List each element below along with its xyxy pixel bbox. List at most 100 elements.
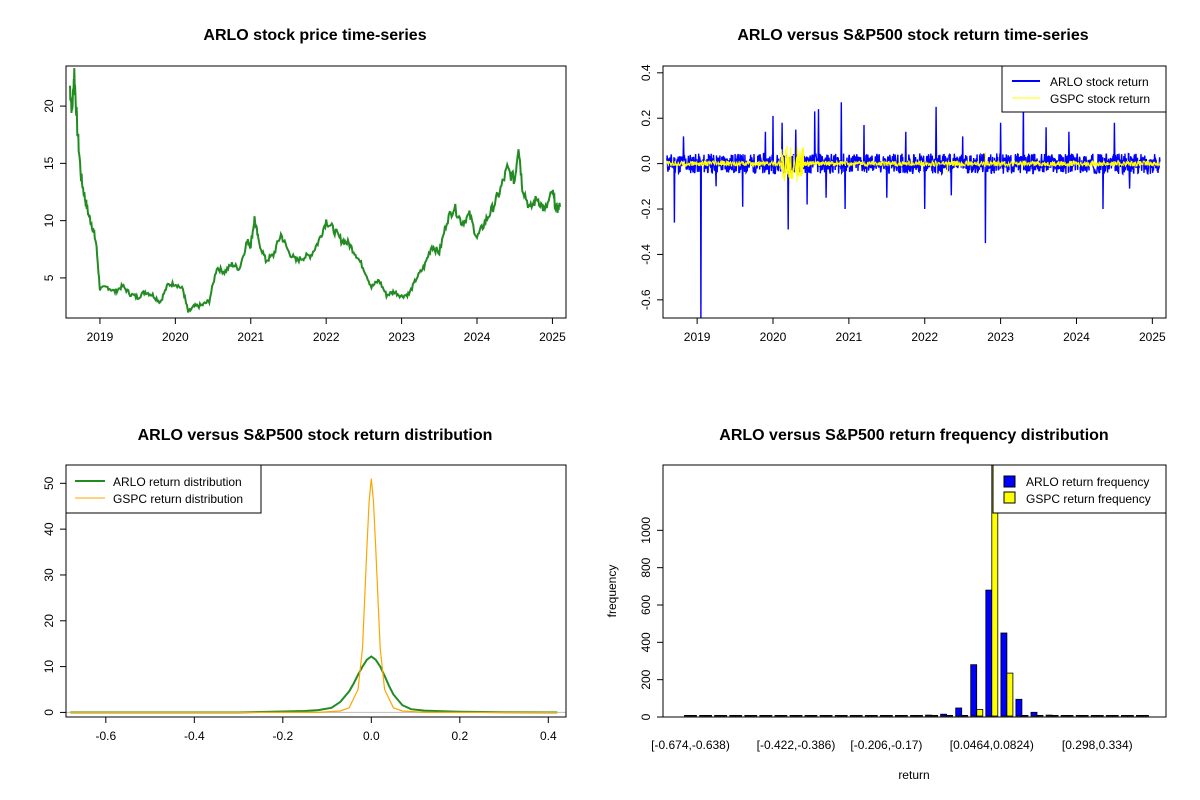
x-tick-label: 0.2 [451,729,468,743]
x-tick-label: 2024 [464,330,491,344]
panel-distribution: ARLO versus S&P500 stock return distribu… [42,427,567,743]
y-tick-label: 0.0 [639,155,653,172]
bar-arlo [925,714,932,717]
x-tick-label: 2020 [760,330,787,344]
chart-title: ARLO versus S&P500 stock return distribu… [138,427,493,444]
plot-area [68,68,561,313]
series-line-gspc-density [70,478,558,714]
x-tick-label: [-0.206,-0.17) [850,738,922,752]
legend-box [992,464,1167,514]
bar-arlo [744,715,752,717]
bar-gspc [1021,715,1029,717]
bar-arlo [1060,715,1068,717]
y-tick-label: -0.6 [639,289,653,310]
bar-arlo [985,589,993,717]
x-tick-label: 2022 [313,330,340,344]
y-axis-label: frequency [605,565,619,618]
x-axis-label: return [898,768,929,782]
x-tick-label: 2023 [987,330,1014,344]
bar-arlo [1136,715,1143,717]
legend: ARLO return distribution GSPC return dis… [65,464,262,514]
series-line-gspc-return [666,145,1161,182]
x-tick-label: 2019 [684,330,711,344]
bar-gspc [840,715,848,717]
y-tick-label: 20 [42,614,56,628]
axes: 2019 2020 2021 2022 2023 2024 2025 5 10 15 20 [42,99,566,344]
bar-arlo [1075,715,1083,717]
legend-label: ARLO return distribution [113,475,242,489]
x-tick-label: 2025 [1139,330,1166,344]
axes: [-0.674,-0.638) [-0.422,-0.386) [-0.206,-0… [639,517,1133,752]
x-tick-label: [0.298,0.334) [1062,738,1133,752]
plot-area [66,478,566,714]
x-tick-label: 2024 [1063,330,1090,344]
bar-gspc [1081,715,1089,717]
x-tick-label: [0.0464,0.0824) [950,738,1034,752]
y-tick-label: 15 [42,156,56,170]
bar-gspc [795,715,803,717]
y-tick-label: 200 [639,669,653,689]
bar-gspc [1066,715,1074,717]
x-tick-label: 0.0 [363,729,380,743]
bar-arlo [1121,715,1128,717]
legend-label: ARLO stock return [1050,75,1149,89]
bar-gspc [705,715,712,717]
bar-gspc [1142,715,1149,717]
y-tick-label: 1000 [639,517,653,544]
bar-arlo [879,715,887,717]
x-tick-label: [-0.422,-0.386) [757,738,836,752]
y-tick-label: 0 [42,709,56,716]
legend-swatch-arlo [1003,475,1016,488]
chart-title: ARLO stock price time-series [203,27,426,44]
bar-arlo [714,715,721,717]
x-tick-label: -0.4 [184,729,205,743]
y-tick-label: 10 [42,660,56,674]
bar-gspc [810,715,818,717]
x-tick-label: 2019 [87,330,114,344]
bar-gspc [886,715,893,717]
y-tick-label: 0.2 [639,110,653,127]
bar-arlo [1015,698,1023,717]
bar-arlo [729,715,737,717]
bar-gspc [916,715,923,717]
bar-gspc [750,715,758,717]
plot-area [666,97,1161,319]
bar-arlo [819,715,827,717]
chart-title: ARLO versus S&P500 stock return time-ser… [737,27,1088,44]
bar-arlo [1045,714,1053,717]
legend-label: GSPC return frequency [1026,492,1151,506]
series-line-arlo-price [68,68,561,313]
bar-arlo [699,715,706,717]
x-tick-label: 2021 [836,330,863,344]
bar-gspc [976,709,984,717]
bar-arlo [864,715,872,717]
bar-gspc [1127,715,1134,717]
bar-gspc [1111,715,1119,717]
bar-arlo [759,715,767,717]
bar-gspc [1051,715,1059,717]
bar-gspc [780,715,788,717]
y-tick-label: 50 [42,476,56,490]
bar-gspc [735,715,743,717]
y-tick-label: 20 [42,99,56,113]
y-tick-label: 400 [639,632,653,652]
x-tick-label: [-0.674,-0.638) [651,738,730,752]
y-tick-label: 30 [42,568,56,582]
bar-gspc [1036,715,1044,717]
bar-arlo [895,715,902,717]
series-line-arlo-return [666,97,1161,319]
x-tick-label: 2020 [162,330,189,344]
y-tick-label: 5 [42,274,56,281]
y-tick-label: 600 [639,595,653,615]
legend-label: ARLO return frequency [1026,475,1149,489]
x-tick-label: 2021 [237,330,264,344]
axes: -0.6 -0.4 -0.2 0.0 0.2 0.4 0 10 20 30 40 50 [42,476,557,743]
y-tick-label: 800 [639,557,653,577]
bar-gspc [825,715,833,717]
legend: ARLO return frequency GSPC return freque… [992,464,1167,514]
bar-gspc [870,715,878,717]
bar-gspc [1096,715,1104,717]
bar-arlo [1090,715,1098,717]
